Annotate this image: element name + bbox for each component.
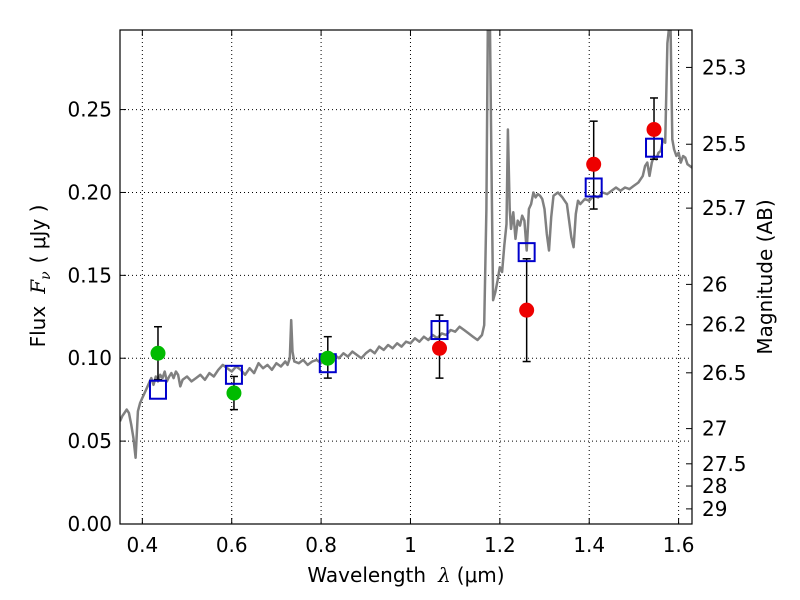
y-tick-label: 0.20 bbox=[67, 180, 112, 204]
model-square bbox=[517, 242, 536, 263]
y2-tick-label: 25.3 bbox=[702, 55, 747, 79]
red-data-point bbox=[646, 121, 662, 137]
model-square bbox=[584, 177, 603, 198]
y-tick-label: 0.10 bbox=[67, 346, 112, 370]
y2-axis-title: Magnitude (AB) bbox=[753, 199, 777, 354]
y-tick-label: 0.05 bbox=[67, 429, 112, 453]
model-square bbox=[224, 364, 243, 385]
spectrum-line bbox=[120, 30, 692, 459]
y2-tick-label: 25.5 bbox=[702, 132, 747, 156]
x-tick-label: 1 bbox=[404, 533, 417, 557]
y2-tick-label: 29 bbox=[702, 497, 727, 521]
green-data-point bbox=[150, 345, 166, 361]
x-tick-label: 1.2 bbox=[484, 533, 516, 557]
x-tick-label: 0.8 bbox=[305, 533, 337, 557]
y2-tick-label: 28 bbox=[702, 474, 727, 498]
red-data-point bbox=[519, 302, 535, 318]
y-axis-title: FluxFν( μJy ) bbox=[26, 205, 54, 348]
x-axis-title: Wavelength λ (μm) bbox=[307, 563, 504, 587]
y2-tick-label: 26.5 bbox=[702, 361, 747, 385]
y2-tick-label: 27.5 bbox=[702, 452, 747, 476]
y2-tick-label: 25.7 bbox=[702, 196, 747, 220]
plot-frame bbox=[119, 29, 693, 525]
y2-tick-label: 26.2 bbox=[702, 313, 747, 337]
x-tick-label: 0.4 bbox=[126, 533, 158, 557]
green-data-point bbox=[320, 350, 336, 366]
x-tick-label: 1.6 bbox=[663, 533, 695, 557]
model-square bbox=[645, 137, 664, 158]
model-square bbox=[148, 379, 167, 400]
green-data-point bbox=[226, 385, 242, 401]
y2-tick-label: 27 bbox=[702, 417, 727, 441]
y-tick-label: 0.00 bbox=[67, 512, 112, 536]
x-tick-label: 0.6 bbox=[216, 533, 248, 557]
axes: 0.4 0.6 0.8 1 1.2 1.4 1.6 0.00 0.05 0.10 0.15 0.20 0… bbox=[67, 29, 747, 557]
y-tick-label: 0.15 bbox=[67, 263, 112, 287]
y2-tick-label: 26 bbox=[702, 272, 727, 296]
model-square bbox=[430, 320, 449, 341]
grid-lines bbox=[120, 30, 692, 525]
x-tick-label: 1.4 bbox=[573, 533, 605, 557]
red-data-point bbox=[432, 340, 448, 356]
red-data-point bbox=[586, 156, 602, 172]
plot-area bbox=[120, 30, 692, 459]
y-tick-label: 0.25 bbox=[67, 98, 112, 122]
